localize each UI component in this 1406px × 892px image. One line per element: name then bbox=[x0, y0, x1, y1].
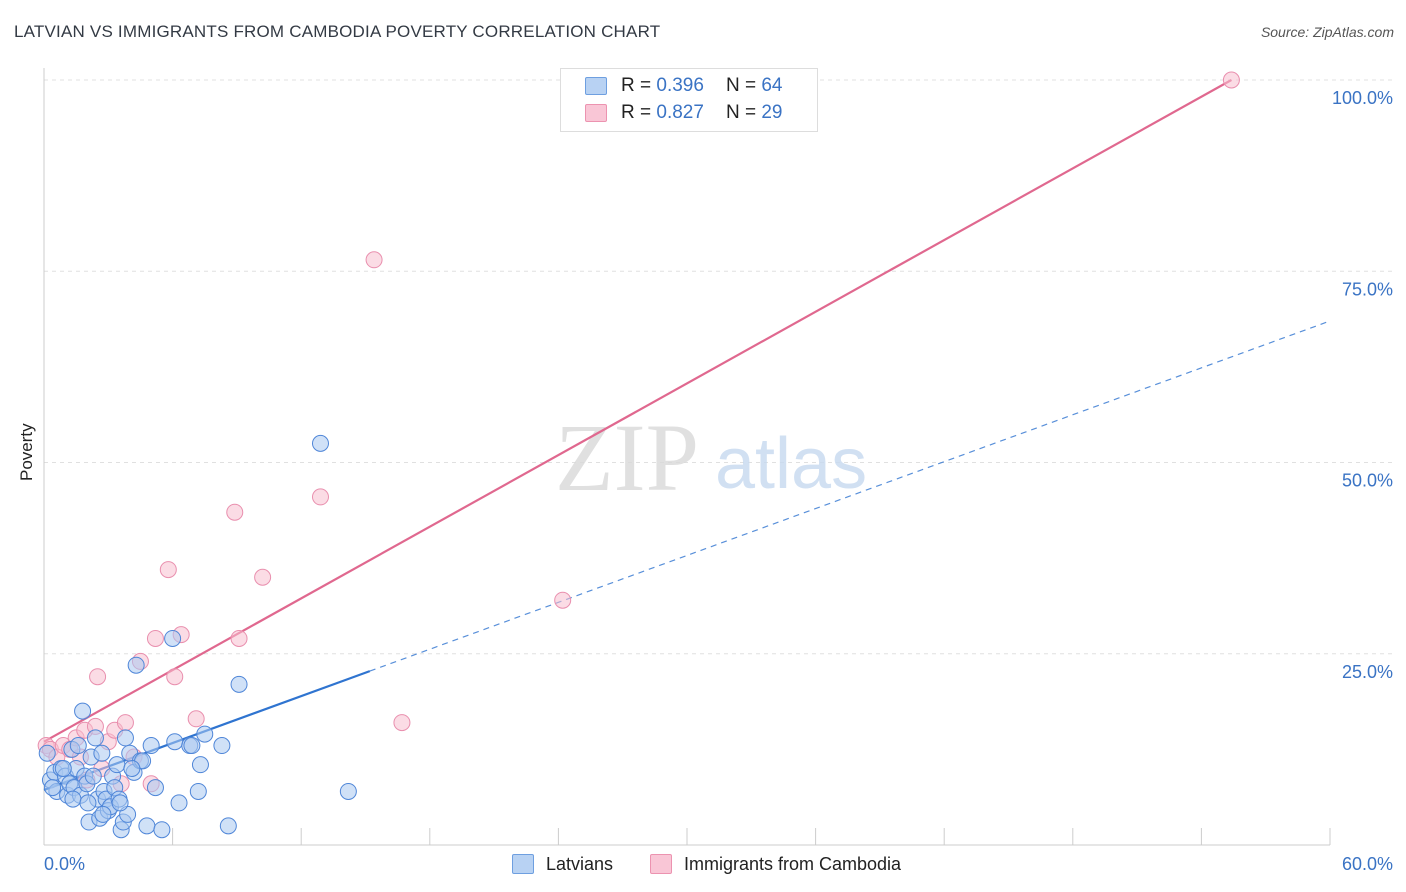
watermark: ZIP atlas bbox=[555, 404, 867, 511]
data-point-latvians bbox=[116, 729, 134, 747]
data-point-latvians bbox=[142, 737, 160, 755]
data-point-latvians bbox=[164, 629, 182, 647]
data-point-latvians bbox=[111, 794, 129, 812]
watermark-zip: ZIP bbox=[555, 404, 699, 511]
bottom-legend-latvians: Latvians bbox=[512, 852, 613, 876]
data-point-latvians bbox=[123, 760, 141, 777]
data-point-cambodia bbox=[554, 591, 572, 609]
legend-n-label: N = bbox=[725, 75, 757, 96]
grid-lines bbox=[44, 79, 1395, 655]
legend-n-value: 29 bbox=[761, 102, 783, 123]
trend-line-cambodia bbox=[43, 79, 1232, 743]
bottom-legend-swatch-pink bbox=[650, 854, 672, 874]
bottom-legend-label: Latvians bbox=[546, 853, 614, 874]
data-point-latvians bbox=[69, 737, 87, 755]
data-point-latvians bbox=[170, 794, 188, 812]
legend: R = 0.396 N = 64 R = 0.827 N = 29 bbox=[560, 68, 818, 132]
data-point-cambodia bbox=[1222, 71, 1240, 89]
data-point-cambodia bbox=[89, 668, 107, 686]
legend-r-label: R = bbox=[621, 102, 652, 123]
legend-swatch-blue bbox=[585, 77, 607, 95]
data-point-cambodia bbox=[159, 561, 177, 579]
data-point-latvians bbox=[153, 821, 171, 839]
data-point-latvians bbox=[166, 733, 184, 751]
bottom-legend-label: Immigrants from Cambodia bbox=[684, 853, 902, 874]
source-label: Source: ZipAtlas.com bbox=[1260, 24, 1394, 40]
legend-row-latvians: R = 0.396 N = 64 bbox=[585, 73, 782, 99]
data-point-latvians bbox=[339, 782, 357, 800]
data-point-latvians bbox=[84, 767, 102, 785]
legend-r-value: 0.396 bbox=[656, 75, 704, 96]
axes bbox=[43, 68, 1331, 846]
data-point-latvians bbox=[213, 737, 231, 755]
legend-swatch-pink bbox=[585, 104, 607, 122]
bottom-legend-cambodia: Immigrants from Cambodia bbox=[650, 852, 901, 876]
data-point-latvians bbox=[74, 702, 92, 720]
y-tick-label: 100.0% bbox=[1332, 88, 1393, 108]
y-tick-label: 25.0% bbox=[1342, 662, 1393, 682]
x-tick-label: 60.0% bbox=[1342, 854, 1393, 874]
data-point-latvians bbox=[93, 744, 111, 762]
data-point-latvians bbox=[196, 725, 214, 743]
data-point-cambodia bbox=[311, 488, 329, 506]
trend-line-latvians-extension bbox=[369, 320, 1331, 672]
watermark-atlas: atlas bbox=[715, 424, 867, 504]
legend-n-value: 64 bbox=[761, 75, 783, 96]
y-axis-label: Poverty bbox=[17, 423, 36, 481]
data-point-latvians bbox=[219, 817, 237, 835]
legend-r-value: 0.827 bbox=[656, 102, 704, 123]
data-point-latvians bbox=[127, 656, 145, 674]
tick-labels: 25.0% 50.0% 75.0% 100.0% 0.0% 60.0% bbox=[44, 88, 1393, 874]
data-point-cambodia bbox=[116, 714, 134, 732]
data-point-latvians bbox=[94, 805, 112, 823]
data-point-latvians bbox=[79, 794, 97, 812]
y-tick-label: 50.0% bbox=[1342, 471, 1393, 491]
data-point-latvians bbox=[44, 779, 62, 797]
data-point-cambodia bbox=[226, 503, 244, 521]
data-point-latvians bbox=[230, 675, 248, 693]
data-point-cambodia bbox=[187, 710, 205, 728]
data-point-cambodia bbox=[254, 568, 272, 586]
data-point-cambodia bbox=[365, 251, 383, 269]
chart-title: LATVIAN VS IMMIGRANTS FROM CAMBODIA POVE… bbox=[14, 22, 661, 41]
data-point-latvians bbox=[191, 756, 209, 774]
data-point-latvians bbox=[86, 729, 104, 747]
data-point-cambodia bbox=[230, 629, 248, 647]
data-point-latvians bbox=[183, 737, 201, 755]
data-point-latvians bbox=[189, 782, 207, 800]
x-tick-label: 0.0% bbox=[44, 854, 85, 874]
legend-n-label: N = bbox=[725, 102, 757, 123]
bottom-legend-swatch-blue bbox=[512, 854, 534, 874]
data-point-cambodia bbox=[393, 714, 411, 732]
data-point-latvians bbox=[138, 817, 156, 835]
data-point-latvians bbox=[311, 434, 329, 452]
data-point-latvians bbox=[54, 760, 72, 777]
data-point-latvians bbox=[38, 744, 56, 762]
data-point-latvians bbox=[108, 756, 126, 774]
data-points bbox=[37, 71, 1240, 839]
legend-r-label: R = bbox=[621, 75, 652, 96]
y-tick-label: 75.0% bbox=[1342, 279, 1393, 299]
legend-row-cambodia: R = 0.827 N = 29 bbox=[585, 100, 782, 126]
data-point-latvians bbox=[64, 790, 82, 808]
data-point-cambodia bbox=[146, 629, 164, 647]
data-point-latvians bbox=[146, 779, 164, 797]
data-point-cambodia bbox=[166, 668, 184, 686]
